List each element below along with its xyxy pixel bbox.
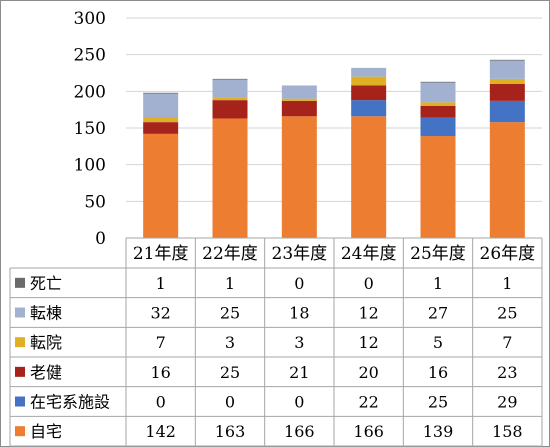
data-value: 158 (492, 422, 523, 441)
bar-segment (212, 79, 248, 98)
data-value: 0 (294, 274, 304, 293)
data-value: 166 (284, 422, 315, 441)
data-value: 7 (502, 333, 512, 352)
data-value: 16 (150, 363, 170, 382)
bar-segment (351, 76, 387, 86)
data-value: 23 (497, 363, 517, 382)
data-value: 21 (289, 363, 309, 382)
bar-segment (143, 133, 179, 238)
gridlines (126, 17, 542, 202)
bar-segment (281, 116, 317, 238)
data-value: 20 (358, 363, 378, 382)
y-tick-label: 100 (74, 156, 106, 176)
bar-segment (351, 116, 387, 238)
data-value: 25 (428, 393, 448, 412)
y-tick-label: 300 (74, 9, 106, 29)
bar-segment (420, 136, 456, 238)
bar-segment (489, 122, 525, 238)
bar-segment (143, 117, 179, 123)
y-tick-label: 50 (84, 192, 106, 212)
y-axis-ticks: 0 50 100 150 200 250 300 (74, 9, 106, 249)
data-value: 3 (294, 333, 304, 352)
bar-segment (281, 85, 317, 99)
data-value: 27 (428, 304, 448, 323)
data-value: 16 (428, 363, 448, 382)
data-value: 32 (150, 304, 170, 323)
category-label: 21年度 (133, 244, 189, 264)
data-value: 7 (156, 333, 166, 352)
bar-segment (420, 82, 456, 103)
y-tick-label: 250 (74, 46, 106, 66)
data-value: 1 (433, 274, 443, 293)
data-value: 1 (502, 274, 512, 293)
data-value: 25 (220, 304, 240, 323)
bar-segment (212, 78, 248, 80)
data-value: 18 (289, 304, 309, 323)
data-value: 22 (358, 393, 378, 412)
legend-swatch (15, 366, 25, 377)
bar-segment (281, 98, 317, 101)
series-name: 転棟 (30, 304, 62, 323)
bar-segment (143, 92, 179, 94)
category-label: 23年度 (272, 244, 328, 264)
bar-segment (489, 59, 525, 61)
bar-segment (212, 118, 248, 238)
bar-segment (489, 60, 525, 79)
data-value: 1 (156, 274, 166, 293)
bar-segment (351, 85, 387, 101)
legend-swatch (15, 426, 25, 437)
category-label: 25年度 (410, 244, 466, 264)
bar-segment (420, 81, 456, 83)
bar-segment (420, 106, 456, 118)
bars (143, 59, 525, 238)
series-name: 在宅系施設 (30, 393, 110, 412)
data-value: 3 (225, 333, 235, 352)
bar-segment (489, 100, 525, 123)
data-value: 12 (358, 304, 378, 323)
data-value: 25 (497, 304, 517, 323)
bar-segment (351, 67, 387, 77)
data-value: 0 (294, 393, 304, 412)
legend-swatch (15, 396, 25, 407)
data-value: 139 (423, 422, 454, 441)
bar-segment (420, 117, 456, 137)
data-value: 163 (215, 422, 246, 441)
data-value: 0 (156, 393, 166, 412)
bar-segment (351, 100, 387, 117)
data-value: 166 (353, 422, 384, 441)
category-label: 24年度 (341, 244, 397, 264)
y-tick-label: 0 (95, 229, 106, 249)
bar-segment (143, 122, 179, 134)
bar-segment (489, 78, 525, 84)
series-name: 死亡 (30, 274, 62, 293)
bar-segment (212, 97, 248, 101)
category-label: 22年度 (202, 244, 258, 264)
data-value: 12 (358, 333, 378, 352)
data-value: 0 (225, 393, 235, 412)
bar-segment (420, 102, 456, 106)
data-value: 0 (364, 274, 374, 293)
data-value: 5 (433, 333, 443, 352)
category-label: 26年度 (480, 244, 536, 264)
y-tick-label: 150 (74, 119, 106, 139)
data-value: 1 (225, 274, 235, 293)
legend-swatch (15, 337, 25, 348)
data-value: 25 (220, 363, 240, 382)
y-tick-label: 200 (74, 82, 106, 102)
series-name: 自宅 (30, 422, 62, 441)
legend-swatch (15, 277, 25, 288)
legend-swatch (15, 307, 25, 318)
bar-segment (281, 100, 317, 117)
bar-segment (489, 84, 525, 101)
data-value: 142 (145, 422, 176, 441)
series-name: 転院 (30, 333, 62, 352)
bar-segment (143, 93, 179, 117)
data-value: 29 (497, 393, 517, 412)
bar-segment (212, 100, 248, 119)
series-name: 老健 (30, 363, 62, 382)
